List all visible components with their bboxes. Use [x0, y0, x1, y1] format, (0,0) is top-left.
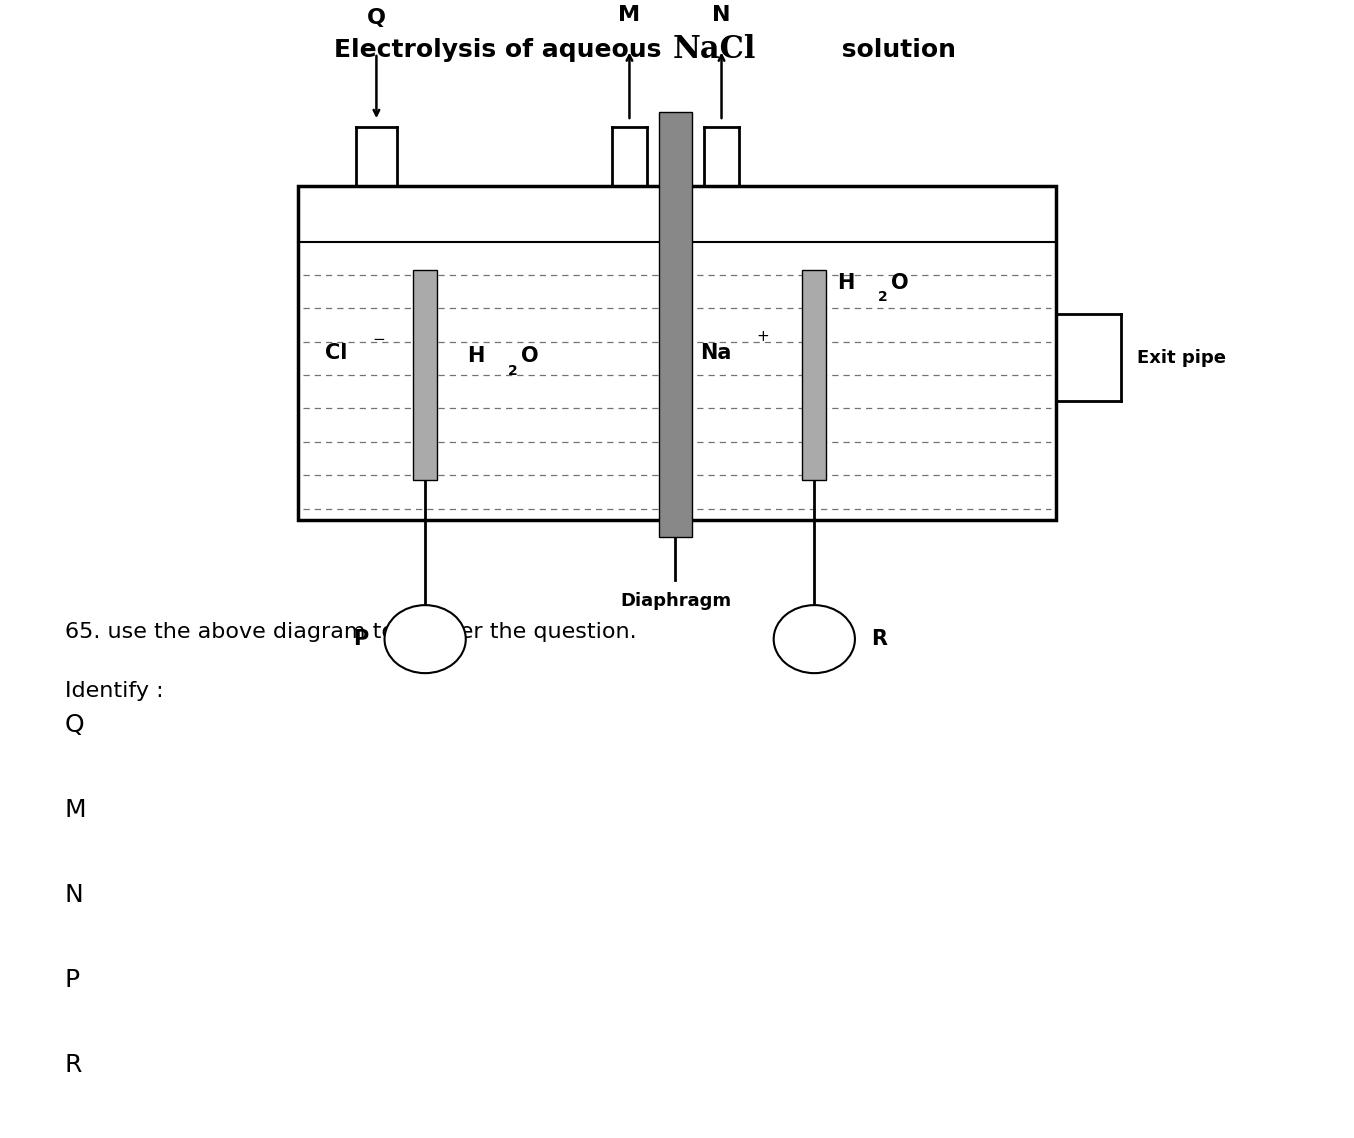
- Text: R: R: [65, 1053, 83, 1077]
- Text: 65. use the above diagram to answer the question.: 65. use the above diagram to answer the …: [65, 622, 636, 642]
- Text: Na: Na: [700, 343, 731, 363]
- Circle shape: [385, 605, 466, 674]
- Text: NaCl: NaCl: [673, 34, 757, 65]
- Text: 2: 2: [508, 364, 517, 378]
- Text: O: O: [891, 273, 909, 292]
- Text: +: +: [757, 329, 769, 345]
- Text: Cl: Cl: [325, 343, 348, 363]
- Text: 2: 2: [877, 290, 888, 304]
- Text: P: P: [65, 968, 80, 992]
- Text: +: +: [416, 627, 435, 651]
- Text: H: H: [467, 346, 485, 366]
- Text: solution: solution: [833, 38, 956, 61]
- Text: Electrolysis of aqueous: Electrolysis of aqueous: [334, 38, 670, 61]
- Text: N: N: [65, 883, 84, 907]
- Bar: [659, 112, 692, 537]
- Text: Identify :: Identify :: [65, 681, 164, 701]
- Text: O: O: [521, 346, 539, 366]
- Bar: [802, 270, 826, 480]
- Text: M: M: [65, 798, 87, 822]
- Text: R: R: [871, 629, 887, 649]
- Text: N: N: [712, 5, 731, 25]
- Text: P: P: [353, 629, 368, 649]
- Text: −: −: [372, 331, 385, 347]
- Text: −: −: [804, 627, 825, 651]
- Text: Diaphragm: Diaphragm: [620, 592, 731, 610]
- Bar: [298, 185, 1056, 520]
- Text: M: M: [619, 5, 640, 25]
- Text: Exit pipe: Exit pipe: [1137, 349, 1227, 366]
- Circle shape: [773, 605, 854, 674]
- Text: Q: Q: [367, 8, 386, 28]
- Bar: [413, 270, 437, 480]
- Text: H: H: [837, 273, 854, 292]
- Text: Q: Q: [65, 712, 84, 736]
